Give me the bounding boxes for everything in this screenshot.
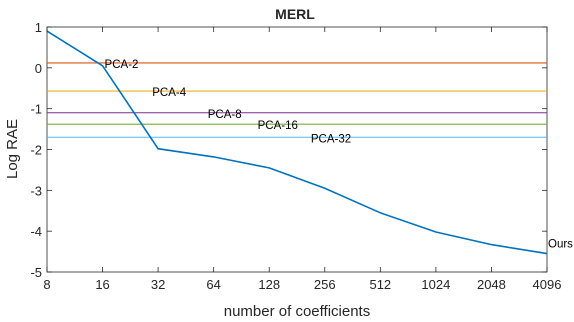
x-tick-label: 8 [43,277,50,292]
y-axis-label: Log RAE [4,119,21,179]
y-tick-label: -5 [30,265,42,280]
x-tick-label: 4096 [533,277,562,292]
reference-label-pca-2: PCA-2 [105,59,139,71]
x-tick-label: 512 [369,277,391,292]
series-group: Ours [46,30,573,255]
x-tick-label: 256 [314,277,336,292]
reference-lines [47,62,547,138]
plot-area [46,26,548,273]
x-tick-label: 16 [95,277,109,292]
y-tick-label: 1 [35,20,42,35]
y-tick-label: -1 [30,102,42,117]
reference-label-pca-32: PCA-32 [311,133,351,145]
x-tick-label: 128 [258,277,280,292]
x-tick-label: 32 [151,277,165,292]
reference-label-pca-16: PCA-16 [258,120,298,132]
series-label-ours: Ours [548,239,573,251]
reference-label-pca-8: PCA-8 [208,109,242,121]
reference-label-pca-4: PCA-4 [152,87,186,99]
y-axis: 1 0 -1 -2 -3 -4 -5 [30,20,547,280]
y-tick-label: -2 [30,143,42,158]
x-axis: 8 16 32 64 128 256 512 1024 2048 4096 [43,27,561,292]
reference-labels: PCA-2 PCA-4 PCA-8 PCA-16 PCA-32 [105,59,352,145]
chart-title: MERL [275,6,315,22]
x-axis-label: number of coefficients [224,303,370,320]
series-line-ours [46,30,548,255]
y-tick-label: -3 [30,183,42,198]
x-tick-label: 1024 [421,277,450,292]
y-tick-label: 0 [35,61,42,76]
y-tick-label: -4 [30,224,42,239]
x-tick-label: 64 [206,277,220,292]
x-tick-label: 2048 [477,277,506,292]
